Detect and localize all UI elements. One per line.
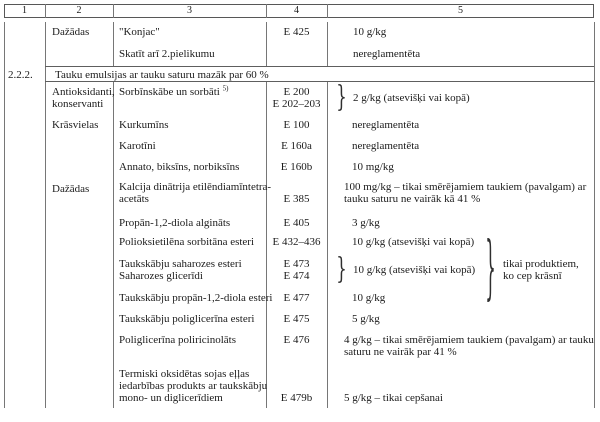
- side-note: tikai produktiem, ko cep krāsnī: [503, 258, 579, 282]
- column-divider-2-3: [113, 22, 114, 66]
- row-code: E 479b: [280, 392, 313, 404]
- row-code: E 160a: [281, 140, 312, 152]
- column-header-5: 5: [458, 5, 463, 16]
- row-substance: Propān-1,2-diola algināts: [119, 217, 231, 229]
- column-header-3: 3: [187, 5, 192, 16]
- row-limit: 10 g/kg: [353, 26, 387, 38]
- row-code: E 385: [283, 193, 310, 205]
- row-code: E 432–436: [272, 236, 321, 248]
- row-substance: Kurkumīns: [119, 119, 169, 131]
- row-limit: 3 g/kg: [352, 217, 380, 229]
- table-border-left: [4, 22, 5, 408]
- header-divider: [266, 4, 267, 18]
- row-code: E 425: [283, 26, 310, 38]
- row-code: E 477: [283, 292, 310, 304]
- row-limit: 4 g/kg – tikai smērējamiem taukiem (pava…: [344, 334, 594, 358]
- row-limit: 10 g/kg (atsevišķi vai kopā): [353, 264, 476, 276]
- header-divider: [113, 4, 114, 18]
- row-code: E 160b: [280, 161, 313, 173]
- header-divider: [45, 4, 46, 18]
- row-code: E 475: [283, 313, 310, 325]
- row-code: E 405: [283, 217, 310, 229]
- row-limit: 2 g/kg (atsevišķi vai kopā): [353, 92, 470, 104]
- row-divider: [45, 81, 594, 82]
- row-substance: Karotīni: [119, 140, 156, 152]
- row-substance: Poliglicerīna poliricinolāts: [119, 334, 237, 346]
- row-limit: nereglamentēta: [352, 119, 420, 131]
- footnote-ref: 5): [222, 84, 229, 93]
- column-divider-3-4: [266, 81, 267, 408]
- row-substance: Sorbīnskābe un sorbāti 5): [119, 84, 229, 98]
- row-divider: [45, 66, 594, 67]
- row-substance: Polioksietilēna sorbitāna esteri: [119, 236, 255, 248]
- row-category: Krāsvielas: [52, 119, 99, 131]
- row-code: E 476: [283, 334, 310, 346]
- row-limit: nereglamentēta: [352, 140, 420, 152]
- row-limit: 10 mg/kg: [352, 161, 394, 173]
- row-limit: 100 mg/kg – tikai smērējamiem taukiem (p…: [344, 181, 587, 205]
- table-header-box: [4, 4, 594, 18]
- row-code: E 473 E 474: [283, 258, 310, 282]
- column-divider-2-3: [113, 81, 114, 408]
- row-substance: Taukskābju propān-1,2-diola esteri: [119, 292, 273, 304]
- row-code: E 100: [283, 119, 310, 131]
- table-border-right: [594, 22, 595, 408]
- group-brace-icon: }: [336, 80, 347, 115]
- row-limit: 10 g/kg (atsevišķi vai kopā): [352, 236, 475, 248]
- row-substance: Taukskābju poliglicerīna esteri: [119, 313, 255, 325]
- column-header-1: 1: [22, 5, 27, 16]
- row-code: E 200 E 202–203: [272, 86, 321, 110]
- row-limit: 5 g/kg – tikai cepšanai: [344, 392, 443, 404]
- row-substance: Kalcija dinātrija etilēndiamīntetra- ace…: [119, 181, 272, 205]
- row-note: Skatīt arī 2.pielikumu: [119, 48, 215, 60]
- row-limit: 5 g/kg: [352, 313, 380, 325]
- group-brace-large-icon: }: [485, 228, 496, 310]
- row-limit: 10 g/kg: [352, 292, 386, 304]
- header-divider: [327, 4, 328, 18]
- column-divider-4-5: [327, 81, 328, 408]
- row-limit-2: nereglamentēta: [353, 48, 421, 60]
- column-header-4: 4: [294, 5, 299, 16]
- row-category: Dažādas: [52, 183, 90, 195]
- column-divider-4-5: [327, 22, 328, 66]
- substance-text: Sorbīnskābe un sorbāti: [119, 86, 223, 98]
- column-header-2: 2: [76, 5, 82, 16]
- group-brace-icon: }: [336, 252, 347, 287]
- row-substance: Termiski oksidētas sojas eļļas iedarbība…: [119, 368, 268, 404]
- column-divider-1-2: [45, 22, 46, 408]
- section-number: 2.2.2.: [8, 69, 33, 81]
- row-substance: "Konjac": [119, 26, 160, 38]
- row-category: Antioksidanti, konservanti: [52, 86, 115, 110]
- row-substance: Taukskābju saharozes esteri Saharozes gl…: [119, 258, 242, 282]
- column-divider-3-4: [266, 22, 267, 66]
- row-category: Dažādas: [52, 26, 90, 38]
- row-substance: Annato, biksīns, norbiksīns: [119, 161, 240, 173]
- section-title: Tauku emulsijas ar tauku saturu mazāk pa…: [55, 69, 269, 81]
